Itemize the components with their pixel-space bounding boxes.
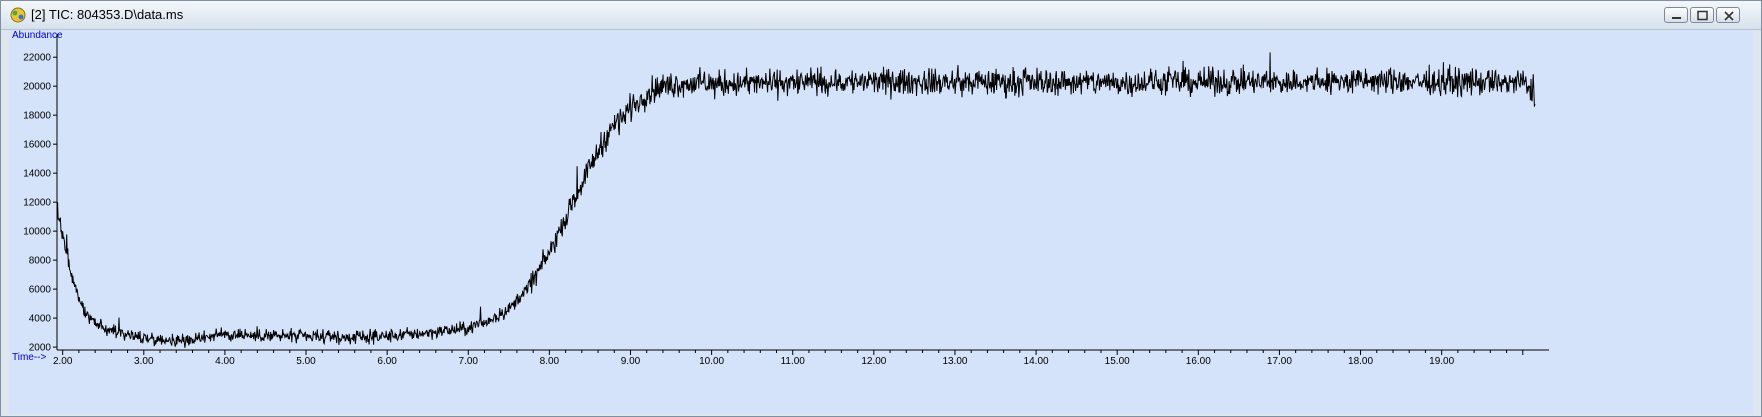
- y-tick-label: 8000: [29, 256, 52, 267]
- x-tick-label: 16.00: [1186, 356, 1211, 367]
- x-tick-label: 15.00: [1105, 356, 1130, 367]
- close-icon: [1724, 11, 1734, 21]
- chart-axes: 2000 4000 6000 8000 10000 12000 14000 16000 1800…: [23, 34, 1549, 367]
- x-tick-label: 6.00: [377, 356, 397, 367]
- x-tick-label: 2.00: [53, 356, 73, 367]
- title-bar[interactable]: [2] TIC: 804353.D\data.ms: [1, 1, 1761, 30]
- tic-chart[interactable]: 2000 4000 6000 8000 10000 12000 14000 16000 1800…: [9, 30, 1753, 414]
- x-tick-label: 10.00: [699, 356, 724, 367]
- x-axis-label: Time-->: [12, 352, 47, 363]
- x-tick-label: 11.00: [781, 356, 806, 367]
- y-tick-label: 12000: [23, 198, 51, 209]
- y-tick-label: 18000: [23, 111, 51, 122]
- x-tick-label: 19.00: [1429, 356, 1454, 367]
- plot-area[interactable]: 2000 4000 6000 8000 10000 12000 14000 16000 1800…: [9, 30, 1753, 414]
- x-tick-label: 18.00: [1348, 356, 1373, 367]
- minimize-button[interactable]: [1664, 7, 1688, 23]
- x-tick-label: 12.00: [861, 356, 886, 367]
- y-tick-label: 16000: [23, 140, 51, 151]
- y-axis-label: Abundance: [12, 30, 63, 41]
- y-tick-label: 22000: [23, 53, 51, 64]
- x-tick-label: 17.00: [1267, 356, 1292, 367]
- x-tick-label: 7.00: [459, 356, 479, 367]
- x-tick-label: 5.00: [296, 356, 316, 367]
- x-tick-label: 8.00: [540, 356, 560, 367]
- x-tick-label: 9.00: [621, 356, 641, 367]
- x-tick-label: 4.00: [215, 356, 235, 367]
- tic-trace-line: [56, 52, 1536, 348]
- y-tick-label: 2000: [29, 343, 52, 354]
- x-tick-label: 14.00: [1024, 356, 1049, 367]
- x-tick-label: 13.00: [942, 356, 967, 367]
- maximize-icon: [1697, 10, 1708, 21]
- minimize-icon: [1672, 17, 1681, 19]
- y-tick-label: 4000: [29, 314, 52, 325]
- x-tick-label: 3.00: [134, 356, 154, 367]
- maximize-button[interactable]: [1690, 7, 1714, 23]
- y-tick-label: 6000: [29, 285, 52, 296]
- y-tick-label: 10000: [23, 227, 51, 238]
- y-tick-label: 14000: [23, 169, 51, 180]
- y-tick-label: 20000: [23, 82, 51, 93]
- chromatogram-app-icon: [10, 7, 26, 23]
- window-title: [2] TIC: 804353.D\data.ms: [31, 7, 184, 22]
- tic-trace: [56, 52, 1536, 348]
- close-button[interactable]: [1716, 7, 1740, 23]
